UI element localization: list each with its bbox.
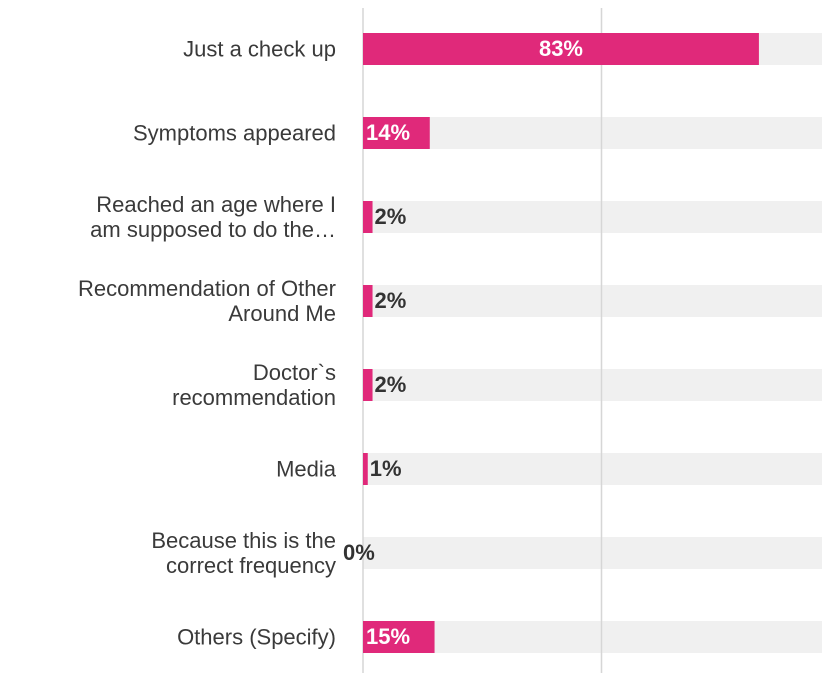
bar [363,201,373,233]
bar [363,453,368,485]
bar [363,285,373,317]
track [363,453,822,485]
category-label: Media [276,456,336,482]
bar [363,117,430,149]
track [363,201,822,233]
category-label: Doctor`s recommendation [172,360,336,410]
track [363,369,822,401]
track [363,117,822,149]
bar [363,369,373,401]
category-label: Reached an age where I am supposed to do… [90,192,336,242]
value-label: 83% [538,36,583,61]
bar [363,33,759,65]
category-label: Others (Specify) [177,624,336,650]
value-label: 2% [374,288,407,313]
category-label: Just a check up [183,36,336,62]
track [363,621,822,653]
track [363,285,822,317]
value-label: 1% [369,456,402,481]
category-label: Because this is the correct frequency [151,528,336,578]
category-label: Recommendation of Other Around Me [77,276,336,326]
value-label: 2% [374,204,407,229]
track [363,537,822,569]
value-label: 0% [343,540,375,565]
category-label: Symptoms appeared [133,120,336,146]
value-label: 2% [374,372,407,397]
bar [363,621,435,653]
value-label: 14% [366,120,411,145]
value-label: 15% [366,624,411,649]
